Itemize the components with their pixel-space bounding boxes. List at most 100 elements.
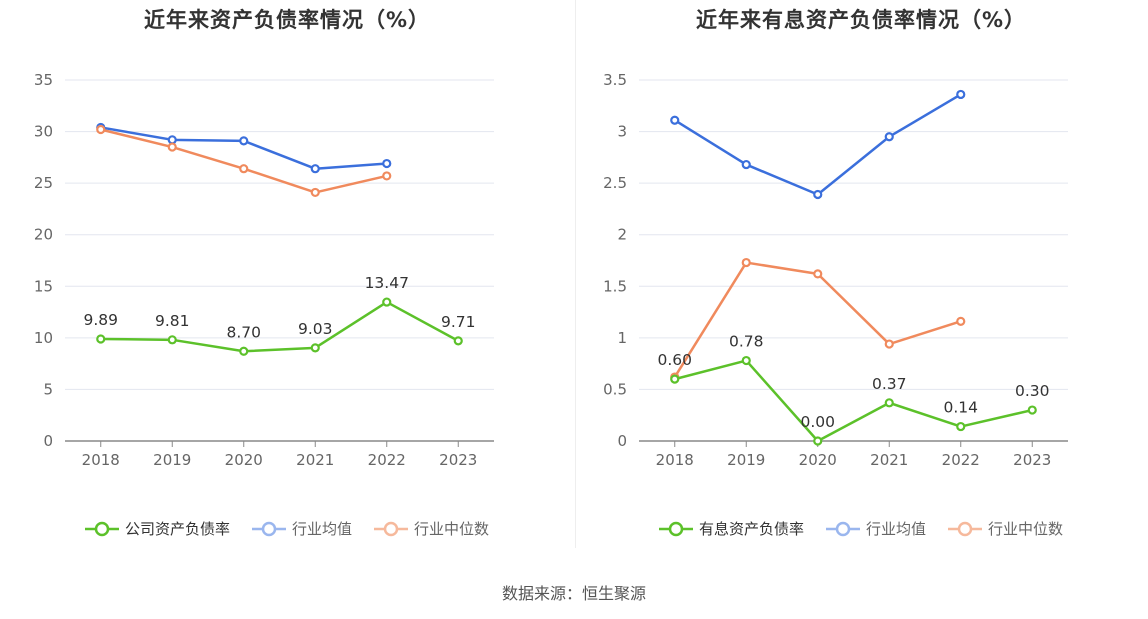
legend-label: 行业中位数 <box>988 520 1064 538</box>
data-point <box>167 335 177 345</box>
y-tick-label: 20 <box>34 226 53 244</box>
data-point <box>670 115 680 125</box>
x-tick-label: 2021 <box>870 451 908 469</box>
data-point <box>167 142 177 152</box>
legend-item-industry-mean[interactable]: 行业均值 <box>251 518 352 539</box>
y-tick-label: 15 <box>34 277 53 295</box>
y-tick-label: 3.5 <box>603 71 627 89</box>
data-label: 0.37 <box>872 375 907 393</box>
legend-line-icon <box>825 521 860 536</box>
legend-item-company[interactable]: 有息资产负债率 <box>658 518 804 539</box>
data-point <box>741 159 751 170</box>
data-label: 9.71 <box>441 313 476 331</box>
data-label: 0.14 <box>943 399 978 417</box>
legend-label: 行业均值 <box>865 520 926 538</box>
series-line <box>100 300 459 353</box>
y-tick-label: 0.5 <box>603 380 627 398</box>
legend: 有息资产负债率 行业均值 行业中位数 <box>574 518 1148 539</box>
data-label: 0.78 <box>729 333 764 351</box>
legend-item-industry-median[interactable]: 行业中位数 <box>374 518 489 539</box>
data-label: 9.03 <box>298 320 333 338</box>
data-label: 0.00 <box>800 413 835 431</box>
legend-label: 行业均值 <box>291 520 352 538</box>
chart-title: 近年来有息资产负债率情况（%） <box>695 8 1027 32</box>
data-point <box>884 339 894 349</box>
legend-item-industry-median[interactable]: 行业中位数 <box>948 518 1063 539</box>
x-tick-label: 2019 <box>153 451 191 469</box>
chart-panel-right: 近年来有息资产负债率情况（%） 0 0.5 1 1.5 2 2.5 3 3.5 2018 2019… <box>574 0 1148 560</box>
data-point <box>884 398 894 408</box>
y-tick-label: 3 <box>617 123 627 141</box>
y-tick-label: 35 <box>34 71 53 89</box>
legend-line-icon <box>251 521 286 536</box>
x-tick-label: 2022 <box>368 451 406 469</box>
data-label: 13.47 <box>365 274 409 292</box>
data-point <box>813 189 823 200</box>
line-chart-debt-ratio: 0 5 10 15 20 25 30 35 2018 2019 2020 2021 2022 2023 9.… <box>34 71 494 469</box>
y-tick-label: 2.5 <box>603 174 627 192</box>
y-tick-label: 2 <box>617 226 627 244</box>
data-point <box>239 346 249 356</box>
data-point <box>167 135 177 145</box>
panel-divider <box>575 0 576 548</box>
data-point <box>310 343 320 353</box>
legend-label: 行业中位数 <box>414 520 490 538</box>
chart-title: 近年来资产负债率情况（%） <box>143 8 431 32</box>
y-tick-label: 1.5 <box>603 277 627 295</box>
x-tick-label: 2022 <box>942 451 980 469</box>
data-point <box>956 316 966 326</box>
legend-line-icon <box>374 521 408 536</box>
legend-label: 有息资产负债率 <box>698 520 804 538</box>
x-tick-label: 2020 <box>225 451 263 469</box>
data-label: 9.89 <box>83 311 118 329</box>
data-point <box>956 89 966 100</box>
chart-panel-left: 近年来资产负债率情况（%） 0 5 10 15 20 25 30 35 2018 2019 2020… <box>0 0 574 560</box>
series-line <box>100 126 387 170</box>
x-tick-label: 2023 <box>1013 451 1051 469</box>
y-tick-label: 0 <box>43 432 53 450</box>
data-point <box>382 297 392 307</box>
line-chart-interest-bearing-ratio: 0 0.5 1 1.5 2 2.5 3 3.5 2018 2019 2020 2021 2022 2023… <box>603 71 1068 469</box>
data-label: 9.81 <box>155 312 190 330</box>
data-label: 0.60 <box>657 351 692 369</box>
data-point <box>1027 405 1037 415</box>
legend-line-icon <box>948 521 982 536</box>
legend-line-icon <box>658 521 693 536</box>
data-point <box>382 171 392 181</box>
y-tick-label: 30 <box>34 123 53 141</box>
data-point <box>96 334 106 344</box>
data-point <box>741 355 751 366</box>
series-line <box>674 93 962 196</box>
data-source-note: 数据来源：恒生聚源 <box>501 584 646 603</box>
legend-label: 公司资产负债率 <box>124 520 230 538</box>
legend-item-company[interactable]: 公司资产负债率 <box>84 518 230 539</box>
data-point <box>382 158 392 169</box>
data-point <box>741 257 751 268</box>
legend-line-icon <box>84 521 119 536</box>
legend-item-industry-mean[interactable]: 行业均值 <box>825 518 926 539</box>
data-point <box>453 336 463 346</box>
data-point <box>239 164 249 174</box>
y-tick-label: 25 <box>34 174 53 192</box>
data-point <box>813 269 823 279</box>
y-tick-label: 0 <box>617 432 627 450</box>
data-point <box>670 374 680 384</box>
x-tick-label: 2018 <box>656 451 694 469</box>
data-point <box>813 436 823 446</box>
y-tick-label: 10 <box>34 329 53 347</box>
y-tick-label: 1 <box>617 329 627 347</box>
x-tick-label: 2018 <box>82 451 120 469</box>
data-label: 0.30 <box>1015 382 1050 400</box>
x-tick-label: 2023 <box>439 451 477 469</box>
x-tick-label: 2021 <box>296 451 334 469</box>
data-point <box>239 136 249 146</box>
x-tick-label: 2019 <box>727 451 765 469</box>
data-point <box>310 187 320 198</box>
x-tick-label: 2020 <box>799 451 837 469</box>
data-point <box>96 124 106 135</box>
data-point <box>310 164 320 174</box>
series-line <box>673 261 962 378</box>
data-label: 8.70 <box>226 323 261 341</box>
y-tick-label: 5 <box>43 380 53 398</box>
legend: 公司资产负债率 行业均值 行业中位数 <box>0 518 574 539</box>
